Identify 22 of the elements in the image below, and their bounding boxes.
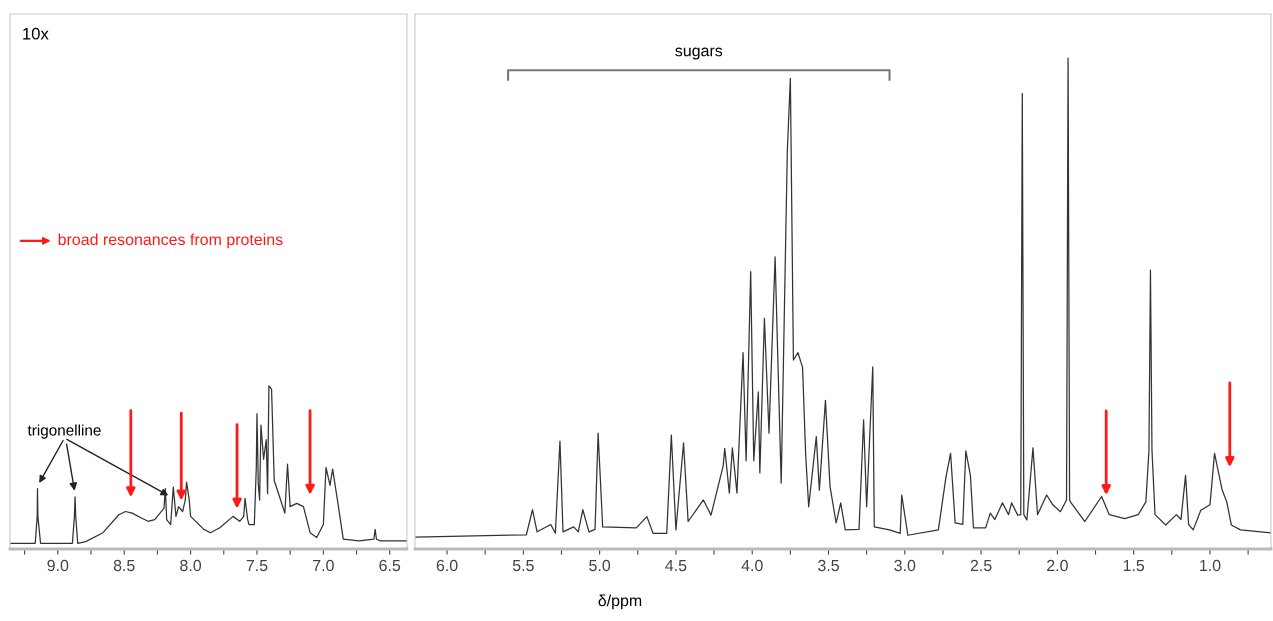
x-tick-label: 8.5 [113, 559, 135, 572]
x-tick-label: 5.0 [589, 559, 611, 572]
x-tick-label: 8.0 [180, 559, 202, 572]
x-tick-label: 3.0 [894, 559, 916, 572]
x-tick-label: 9.0 [47, 559, 69, 572]
x-tick-label: 7.5 [246, 560, 268, 572]
x-tick-label: 6.0 [436, 559, 458, 572]
text: broad resonances from proteins [58, 233, 283, 249]
x-tick-label: 2.5 [970, 559, 992, 572]
x-tick-label: 2.0 [1047, 559, 1068, 572]
x-tick-label: 4.5 [665, 560, 687, 572]
x-tick-label: 7.0 [313, 559, 334, 572]
annotation: sugars [675, 47, 723, 60]
text: 10x [23, 27, 49, 40]
annotation: trigonelline [27, 424, 101, 439]
x-axis-title: δ/ppm [598, 594, 642, 610]
x-tick-label: 5.5 [512, 560, 534, 572]
x-tick-label: 6.5 [379, 559, 401, 572]
x-tick-label: 1.5 [1123, 560, 1145, 572]
x-tick-label: 4.0 [741, 559, 763, 572]
x-tick-label: 1.0 [1200, 559, 1221, 572]
x-tick-label: 3.5 [818, 559, 839, 572]
